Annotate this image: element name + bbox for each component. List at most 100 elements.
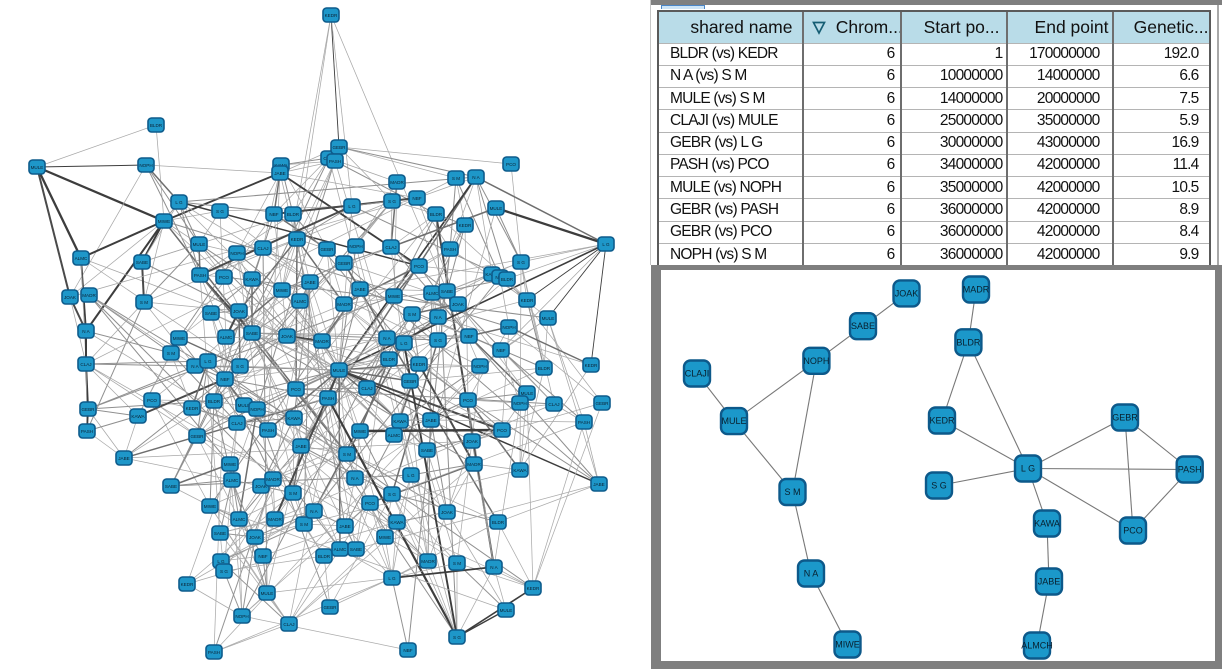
svg-text:NBF: NBF <box>220 377 229 382</box>
svg-text:NBF: NBF <box>403 648 412 653</box>
svg-text:GEBR: GEBR <box>1112 413 1138 423</box>
svg-text:L G: L G <box>175 200 183 205</box>
svg-text:GEBR: GEBR <box>403 379 417 384</box>
svg-text:L G: L G <box>348 204 356 209</box>
svg-text:SABE: SABE <box>246 331 258 336</box>
svg-text:KAWA: KAWA <box>287 416 301 421</box>
svg-text:NBF: NBF <box>258 554 267 559</box>
svg-text:L G: L G <box>204 359 212 364</box>
svg-text:ALMC: ALMC <box>220 335 233 340</box>
svg-text:MADR: MADR <box>421 559 435 564</box>
svg-text:PCO: PCO <box>463 398 473 403</box>
svg-text:KAWA: KAWA <box>245 277 259 282</box>
svg-text:L G: L G <box>388 576 396 581</box>
svg-text:KEDR: KEDR <box>521 298 534 303</box>
svg-text:BLDR: BLDR <box>538 366 551 371</box>
svg-text:S G: S G <box>220 569 228 574</box>
svg-text:S G: S G <box>931 481 947 491</box>
svg-text:ALMC: ALMC <box>388 433 401 438</box>
svg-text:JOAK: JOAK <box>249 535 262 540</box>
svg-text:PASH: PASH <box>81 429 93 434</box>
svg-text:ALMC: ALMC <box>75 256 88 261</box>
svg-text:KEDR: KEDR <box>181 582 194 587</box>
svg-text:MIWE: MIWE <box>835 640 860 650</box>
svg-text:L G: L G <box>400 341 408 346</box>
svg-text:MADR: MADR <box>963 285 990 295</box>
svg-text:JOAK: JOAK <box>64 295 77 300</box>
svg-text:PASH: PASH <box>1178 465 1202 475</box>
svg-text:PASH: PASH <box>578 420 590 425</box>
svg-text:GEBR: GEBR <box>81 407 95 412</box>
svg-text:NOPH: NOPH <box>235 614 248 619</box>
svg-text:ALMC: ALMC <box>426 291 439 296</box>
svg-text:S M: S M <box>408 312 416 317</box>
svg-text:ALMC: ALMC <box>233 517 246 522</box>
svg-text:GEBR: GEBR <box>332 145 346 150</box>
svg-text:PASH: PASH <box>208 650 220 655</box>
svg-text:S M: S M <box>140 300 148 305</box>
svg-text:N A: N A <box>351 476 359 481</box>
svg-text:KEDR: KEDR <box>527 586 540 591</box>
svg-text:JOAK: JOAK <box>281 334 294 339</box>
svg-text:MIWE: MIWE <box>388 294 401 299</box>
svg-text:GEBR: GEBR <box>190 434 204 439</box>
svg-text:S M: S M <box>453 561 461 566</box>
svg-text:S M: S M <box>300 522 308 527</box>
svg-text:S M: S M <box>343 452 351 457</box>
svg-text:JABE: JABE <box>1038 577 1061 587</box>
svg-text:KEDR: KEDR <box>186 406 199 411</box>
svg-text:BLDR: BLDR <box>287 212 300 217</box>
svg-text:S G: S G <box>216 209 224 214</box>
svg-text:BLDR: BLDR <box>501 277 514 282</box>
svg-text:CLAJ: CLAJ <box>231 421 242 426</box>
svg-text:S M: S M <box>289 491 297 496</box>
svg-text:S G: S G <box>517 260 525 265</box>
svg-text:JOAK: JOAK <box>441 510 454 515</box>
svg-text:KEDR: KEDR <box>291 237 304 242</box>
svg-text:CLAJ: CLAJ <box>283 622 294 627</box>
svg-text:JOAK: JOAK <box>895 288 919 298</box>
svg-text:MADR: MADR <box>268 517 282 522</box>
svg-text:MULE: MULE <box>31 165 44 170</box>
svg-text:PASH: PASH <box>444 247 456 252</box>
svg-text:MADR: MADR <box>337 302 351 307</box>
svg-text:ALMC: ALMC <box>334 547 347 552</box>
svg-text:N A: N A <box>434 315 442 320</box>
svg-text:PASH: PASH <box>329 159 341 164</box>
svg-text:KAWA: KAWA <box>1034 519 1060 529</box>
svg-text:CLAJ: CLAJ <box>385 245 396 250</box>
svg-text:GEBR: GEBR <box>337 261 351 266</box>
svg-text:GEBR: GEBR <box>595 401 609 406</box>
svg-text:BLDR: BLDR <box>430 212 443 217</box>
svg-text:KEDR: KEDR <box>929 416 955 426</box>
svg-text:BLDR: BLDR <box>492 520 505 525</box>
svg-text:N A: N A <box>472 175 480 180</box>
svg-text:MIWE: MIWE <box>224 462 237 467</box>
svg-text:KAWA: KAWA <box>390 520 404 525</box>
svg-text:ALMC: ALMC <box>294 299 307 304</box>
svg-text:SABE: SABE <box>136 260 148 265</box>
svg-text:JABE: JABE <box>304 280 316 285</box>
svg-text:PASH: PASH <box>194 273 206 278</box>
svg-text:KEDR: KEDR <box>459 223 472 228</box>
svg-text:NOPH: NOPH <box>803 356 829 366</box>
svg-text:CLAJI: CLAJI <box>685 369 710 379</box>
svg-text:N A: N A <box>804 569 819 579</box>
svg-text:PASH: PASH <box>322 396 334 401</box>
svg-text:L G: L G <box>602 242 610 247</box>
svg-text:SABE: SABE <box>165 484 177 489</box>
svg-text:SABE: SABE <box>851 321 875 331</box>
svg-text:NOPH: NOPH <box>250 407 263 412</box>
svg-text:NOPH: NOPH <box>513 401 526 406</box>
svg-text:BLDR: BLDR <box>208 399 221 404</box>
svg-text:NOPH: NOPH <box>349 244 362 249</box>
svg-text:JABE: JABE <box>339 524 351 529</box>
svg-text:NBF: NBF <box>412 196 421 201</box>
svg-text:CLAJ: CLAJ <box>257 246 268 251</box>
svg-text:MULE: MULE <box>238 403 251 408</box>
svg-text:BLDR: BLDR <box>383 357 396 362</box>
svg-text:NOPH: NOPH <box>473 364 486 369</box>
svg-text:KEDR: KEDR <box>325 13 338 18</box>
svg-text:MIWE: MIWE <box>173 336 186 341</box>
svg-text:PCO: PCO <box>414 264 424 269</box>
